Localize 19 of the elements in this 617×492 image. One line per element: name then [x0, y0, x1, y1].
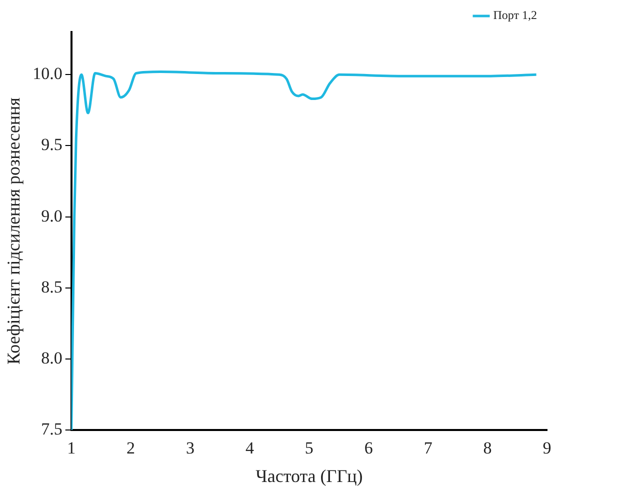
- y-tick-label: 9.5: [41, 135, 62, 154]
- y-axis-title: Коефіцієнт підсилення рознесення: [4, 98, 24, 364]
- line-series: [71, 70, 538, 430]
- x-tick-label: 4: [245, 438, 254, 458]
- y-tick-label: 7.5: [41, 419, 62, 438]
- legend-label: Порт 1,2: [493, 8, 538, 22]
- y-tick-label: 8.5: [41, 277, 62, 296]
- y-tick-label: 10.0: [32, 64, 62, 84]
- x-tick-label: 9: [542, 438, 552, 458]
- y-tick-label: 8.0: [41, 348, 62, 368]
- x-tick-label: 8: [483, 438, 492, 458]
- x-axis-title: Частота (ГГц): [256, 466, 363, 486]
- x-tick-label: 3: [186, 438, 195, 458]
- x-tick-label: 2: [126, 438, 136, 458]
- x-tick-label: 5: [304, 438, 314, 458]
- x-tick-label: 1: [67, 438, 76, 458]
- x-tick-label: 6: [364, 438, 373, 458]
- x-tick-label: 7: [424, 438, 433, 458]
- y-tick-label: 9.0: [41, 206, 62, 226]
